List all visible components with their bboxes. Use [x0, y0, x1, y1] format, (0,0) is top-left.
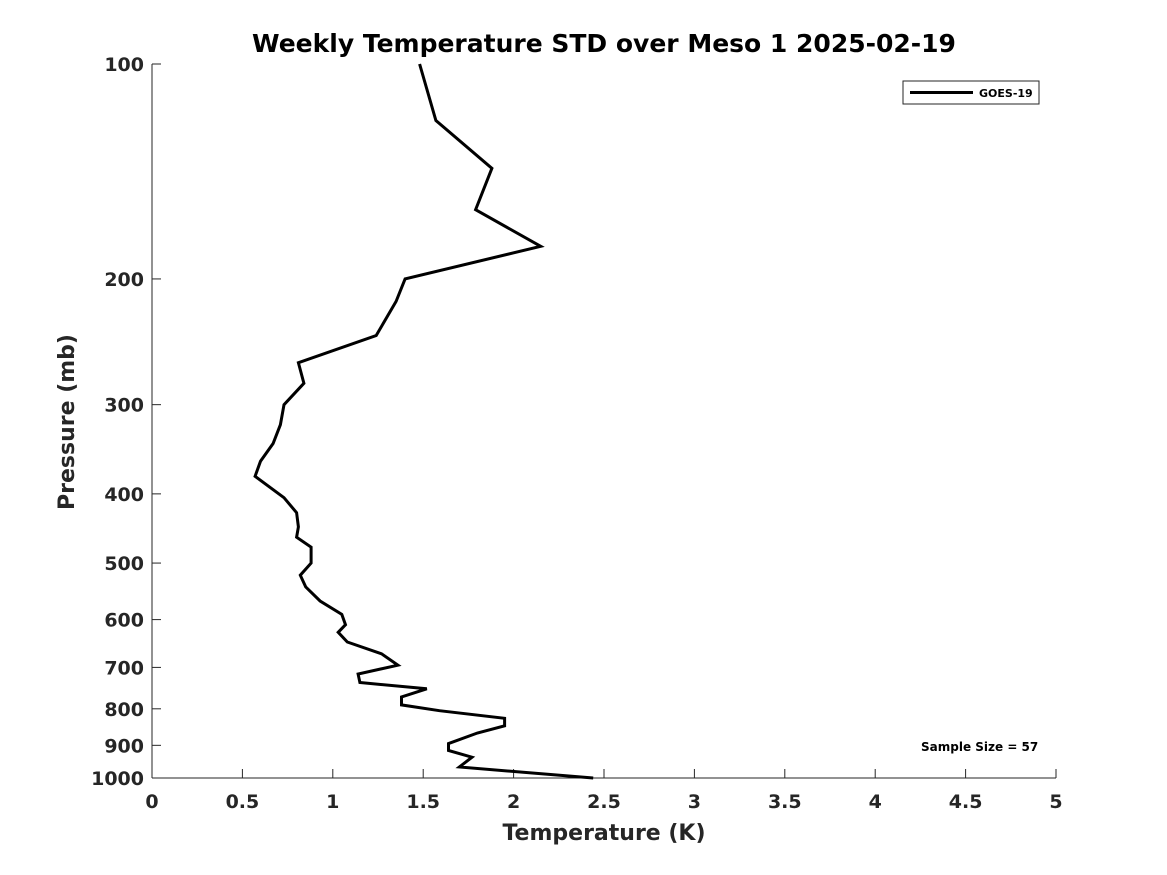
x-tick-label: 1	[326, 791, 339, 813]
y-tick-label: 200	[104, 269, 144, 291]
x-axis-ticks: 0 0.5 1 1.5 2 2.5 3 3.5 4 4.5 5	[145, 769, 1063, 813]
x-tick-label: 5	[1049, 791, 1062, 813]
y-tick-label: 400	[104, 484, 144, 506]
x-tick-label: 4.5	[949, 791, 983, 813]
y-axis-ticks: 100 200 300 400 500 600 700 800 900 1000	[91, 54, 161, 790]
x-tick-label: 3.5	[768, 791, 802, 813]
series-line-goes-19	[253, 63, 594, 780]
y-tick-label: 500	[104, 553, 144, 575]
legend: GOES-19	[902, 80, 1040, 105]
chart-title: Weekly Temperature STD over Meso 1 2025-…	[252, 29, 956, 58]
y-tick-label: 900	[104, 735, 144, 757]
x-tick-label: 4	[869, 791, 882, 813]
legend-label-goes-19: GOES-19	[979, 87, 1033, 100]
y-tick-label: 800	[104, 699, 144, 721]
y-tick-label: 600	[104, 610, 144, 632]
y-axis-label: Pressure (mb)	[55, 334, 80, 510]
x-axis-label: Temperature (K)	[502, 821, 705, 846]
x-tick-label: 2	[507, 791, 520, 813]
x-tick-label: 0	[145, 791, 158, 813]
x-tick-label: 0.5	[226, 791, 260, 813]
series-lines	[253, 63, 594, 780]
y-tick-label: 300	[104, 395, 144, 417]
y-tick-label: 700	[104, 657, 144, 679]
x-tick-label: 3	[688, 791, 701, 813]
y-tick-label: 100	[104, 54, 144, 76]
x-tick-label: 2.5	[587, 791, 621, 813]
sample-size-annotation: Sample Size = 57	[921, 740, 1038, 754]
y-tick-label: 1000	[91, 768, 144, 790]
x-tick-label: 1.5	[406, 791, 440, 813]
